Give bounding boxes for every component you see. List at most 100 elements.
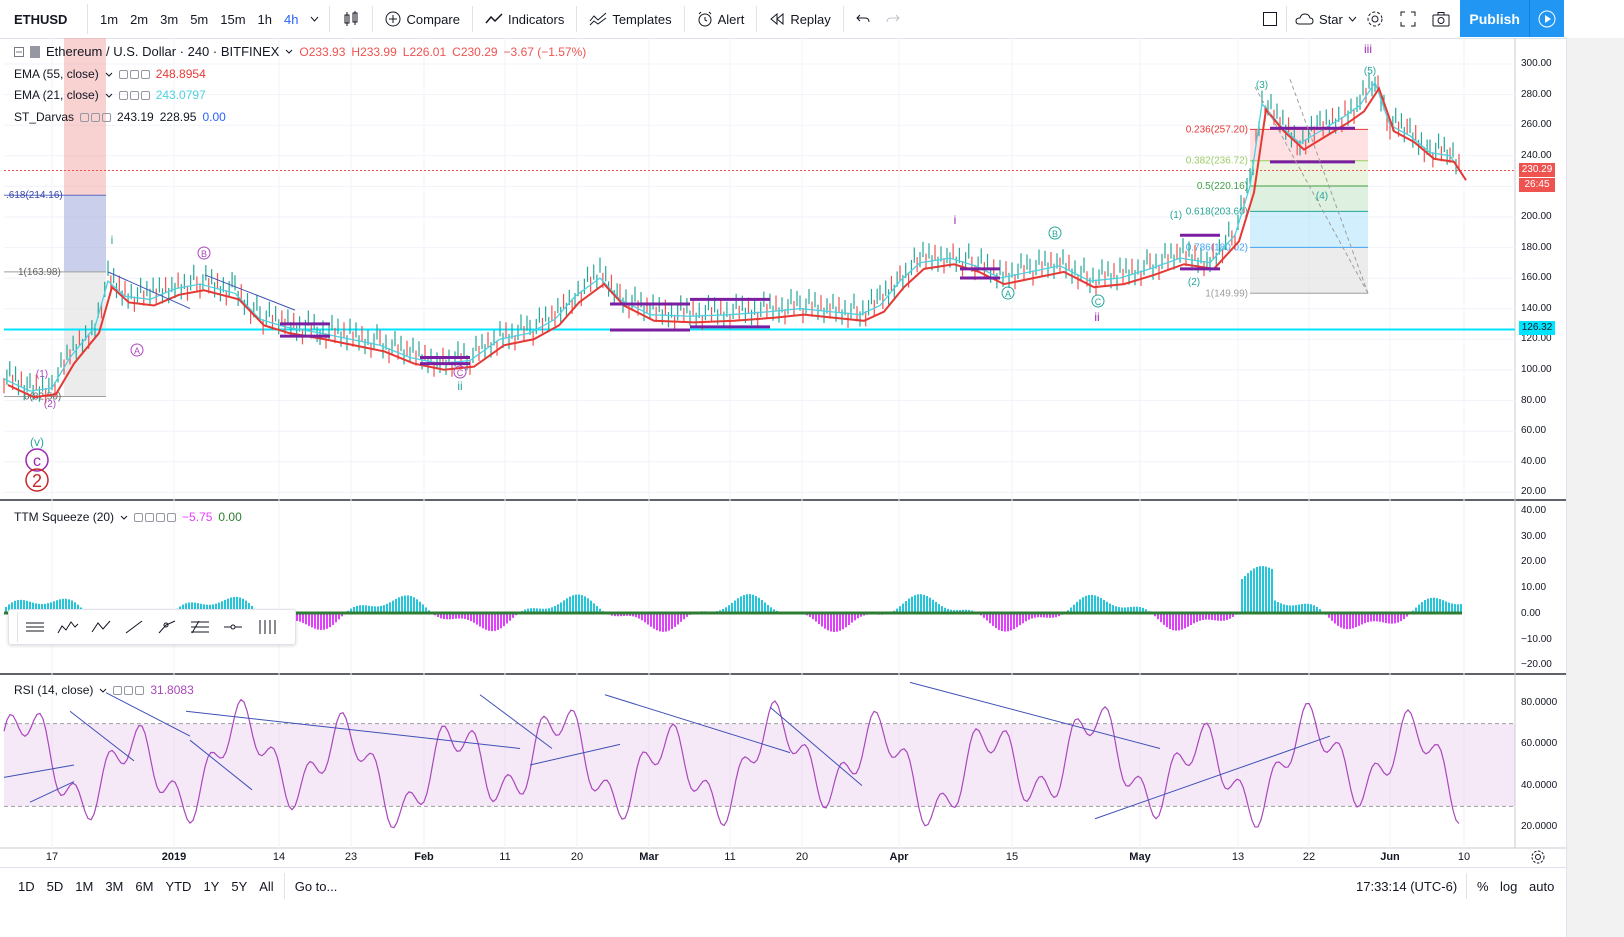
wave-circle (25, 448, 49, 472)
replay-button[interactable]: Replay (761, 4, 838, 34)
chevron-down-icon[interactable] (105, 72, 113, 77)
compare-button[interactable]: Compare (377, 4, 467, 34)
indicators-button[interactable]: Indicators (477, 4, 572, 34)
templates-button[interactable]: Templates (581, 4, 679, 34)
multiline-tool-icon[interactable] (18, 612, 51, 642)
range-1Y[interactable]: 1Y (203, 878, 220, 894)
rsi-legend[interactable]: RSI (14, close) 31.8083 (14, 683, 194, 697)
range-3M[interactable]: 3M (105, 878, 124, 894)
range-1D[interactable]: 1D (18, 878, 35, 894)
compare-label: Compare (406, 11, 460, 27)
symbol-title[interactable]: Ethereum / U.S. Dollar · 240 · BITFINEX (46, 44, 280, 59)
time-axis-label: 2019 (161, 851, 187, 863)
snapshot-button[interactable] (1424, 4, 1458, 34)
timeframe-2m[interactable]: 2m (130, 11, 149, 27)
trend-line-tool-icon[interactable] (117, 612, 150, 642)
wave-label: (2) (44, 399, 56, 410)
star-button[interactable]: Star (1286, 4, 1365, 34)
chevron-down-icon[interactable] (99, 688, 107, 693)
wave-label: i (111, 233, 114, 247)
darvas-legend[interactable]: ST_Darvas 243.19 228.95 0.00 (14, 110, 226, 124)
timeframe-1m[interactable]: 1m (100, 11, 119, 27)
settings-button[interactable] (1358, 4, 1392, 34)
price-axis-label: 260.00 (1521, 119, 1552, 131)
collapse-icon[interactable] (14, 46, 24, 57)
fullscreen-select-button[interactable] (1254, 4, 1286, 34)
symbol-flag-icon (30, 45, 40, 58)
ema55-line (7, 86, 1467, 399)
range-5D[interactable]: 5D (46, 878, 64, 894)
ttm-value-1: −5.75 (182, 510, 213, 524)
wave-label: ii (457, 379, 462, 393)
publish-button[interactable]: Publish (1460, 0, 1564, 37)
gear-icon[interactable] (1530, 849, 1546, 865)
path-tool-icon[interactable] (150, 612, 183, 642)
date-range-group: 1D 5D 1M 3M 6M YTD 1Y 5Y All (12, 879, 280, 894)
legend-actions-icon[interactable] (134, 512, 177, 522)
undo-button[interactable] (848, 4, 878, 34)
fib-label: 1(149.99) (1205, 288, 1248, 299)
divider (1466, 873, 1467, 899)
wave-label: (4) (1316, 191, 1328, 202)
timeframe-dropdown[interactable] (304, 4, 325, 34)
last-price-tag: 230.29 (1519, 163, 1555, 177)
chevron-down-icon[interactable] (120, 515, 128, 520)
elliott-impulse-tool-icon[interactable] (51, 612, 84, 642)
chart-area[interactable]: .618(214.16) 1(163.98) 0(82.50) 0.236(257.2… (0, 38, 1566, 867)
price-axis-label: 240.00 (1521, 149, 1552, 161)
timeframe-1h[interactable]: 1h (257, 11, 273, 27)
time-axis-label: Apr (889, 851, 909, 863)
rsi-trend-line (3, 764, 75, 778)
ttm-axis-label: 40.00 (1521, 505, 1547, 516)
ema55-legend[interactable]: EMA (55, close) 248.8954 (14, 67, 206, 81)
time-axis-label: 14 (272, 851, 286, 863)
ema21-legend[interactable]: EMA (21, close) 243.0797 (14, 88, 206, 102)
fullscreen-button[interactable] (1392, 4, 1424, 34)
time-axis-label: Jun (1380, 851, 1400, 863)
ttm-legend[interactable]: TTM Squeeze (20) −5.75 0.00 (14, 510, 242, 524)
drag-handle[interactable] (9, 612, 18, 642)
timeframe-4h[interactable]: 4h (284, 11, 299, 27)
fib-zone (1250, 211, 1368, 248)
elliott-correction-tool-icon[interactable] (84, 612, 117, 642)
symbol-search[interactable]: ETHUSD (6, 4, 88, 34)
range-1M[interactable]: 1M (75, 878, 94, 894)
trend-line (1289, 79, 1369, 294)
auto-toggle[interactable]: auto (1529, 878, 1555, 894)
ema21-value: 243.0797 (155, 88, 206, 102)
redo-button[interactable] (878, 4, 908, 34)
legend-actions-icon[interactable] (118, 90, 150, 100)
expand-icon (1400, 11, 1416, 27)
chevron-down-icon[interactable] (285, 49, 293, 54)
legend-actions-icon[interactable] (80, 112, 112, 122)
fib-label: 0.236(257.20) (1186, 124, 1248, 135)
alert-button[interactable]: Alert (689, 4, 753, 34)
bars-pattern-tool-icon[interactable] (249, 612, 282, 642)
rsi-trend-line (185, 710, 521, 749)
play-circle-icon[interactable] (1529, 0, 1564, 37)
price-axis-label: 120.00 (1521, 333, 1552, 345)
legend-actions-icon[interactable] (113, 685, 145, 695)
price-chart-canvas[interactable]: .618(214.16)1(163.98)0(82.50)0.236(257.2… (0, 38, 1566, 867)
fib-tool-icon[interactable] (183, 612, 216, 642)
range-All[interactable]: All (259, 878, 274, 894)
chevron-down-icon[interactable] (105, 93, 113, 98)
log-toggle[interactable]: log (1500, 878, 1518, 894)
goto-button[interactable]: Go to... (294, 878, 338, 894)
timeframe-5m[interactable]: 5m (190, 11, 209, 27)
rsi-trend-line (29, 781, 75, 803)
range-YTD[interactable]: YTD (165, 878, 192, 894)
legend-actions-icon[interactable] (118, 69, 150, 79)
horizontal-ray-tool-icon[interactable] (216, 612, 249, 642)
divider (329, 6, 331, 32)
percent-toggle[interactable]: % (1477, 878, 1489, 894)
range-5Y[interactable]: 5Y (231, 878, 248, 894)
range-6M[interactable]: 6M (135, 878, 154, 894)
wave-label: i (954, 213, 957, 227)
timeframe-3m[interactable]: 3m (160, 11, 179, 27)
time-axis-label: 10 (1457, 851, 1471, 863)
chart-type-button[interactable] (334, 4, 368, 34)
wave-label: (3) (1256, 80, 1268, 91)
clock-display[interactable]: 17:33:14 (UTC-6) (1356, 878, 1458, 894)
timeframe-15m[interactable]: 15m (220, 11, 246, 27)
